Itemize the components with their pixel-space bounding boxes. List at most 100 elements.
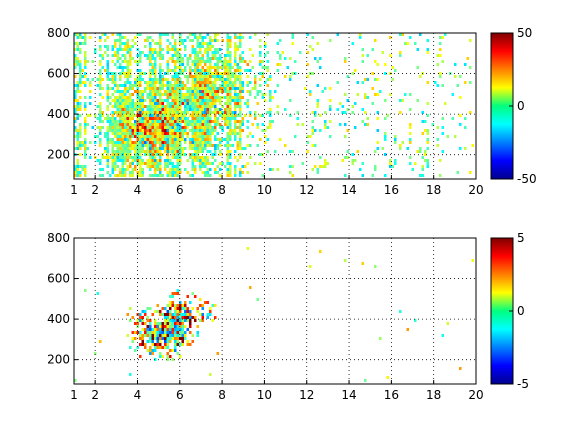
top-heatmap-cell — [241, 171, 244, 174]
bot-heatmap-cell — [134, 331, 137, 334]
top-heatmap-cell — [439, 72, 442, 75]
bot-heatmap-cell — [181, 322, 184, 325]
top-heatmap-cell — [196, 60, 199, 63]
top-heatmap-cell — [319, 156, 322, 159]
top-heatmap-cell — [179, 87, 182, 90]
top-heatmap-cell — [234, 132, 237, 135]
top-heatmap-cell — [121, 138, 124, 141]
top-heatmap-cell — [139, 96, 142, 99]
top-heatmap-cell — [259, 72, 262, 75]
bot-heatmap-cell — [134, 322, 137, 325]
top-heatmap-cell — [206, 111, 209, 114]
top-heatmap-cell — [221, 84, 224, 87]
top-heatmap-cell — [166, 63, 169, 66]
top-heatmap-cell — [179, 69, 182, 72]
top-heatmap-cell — [376, 141, 379, 144]
top-heatmap-cell — [426, 114, 429, 117]
top-heatmap-cell — [239, 120, 242, 123]
top-heatmap-cell — [74, 99, 77, 102]
top-heatmap-cell — [144, 111, 147, 114]
top-heatmap-cell — [161, 120, 164, 123]
top-heatmap-cell — [151, 129, 154, 132]
top-heatmap-cell — [171, 156, 174, 159]
top-heatmap-cell — [216, 75, 219, 78]
top-heatmap-cell — [296, 123, 299, 126]
top-heatmap-cell — [106, 117, 109, 120]
top-heatmap-cell — [141, 78, 144, 81]
bot-heatmap-cell — [159, 346, 162, 349]
top-heatmap-cell — [241, 129, 244, 132]
top-heatmap-cell — [269, 96, 272, 99]
top-heatmap-cell — [154, 66, 157, 69]
bot-heatmap-cell — [181, 331, 184, 334]
top-heatmap-cell — [159, 144, 162, 147]
top-heatmap-cell — [376, 93, 379, 96]
top-heatmap-cell — [131, 147, 134, 150]
top-heatmap-cell — [226, 78, 229, 81]
top-heatmap-cell — [84, 132, 87, 135]
top-heatmap-cell — [124, 135, 127, 138]
top-heatmap-cell — [214, 78, 217, 81]
top-heatmap-cell — [141, 114, 144, 117]
bot-heatmap-cell — [176, 328, 179, 331]
top-heatmap-cell — [151, 66, 154, 69]
top-heatmap-cell — [201, 159, 204, 162]
top-heatmap-cell — [229, 165, 232, 168]
top-heatmap-cell — [124, 90, 127, 93]
top-heatmap-cell — [156, 93, 159, 96]
top-heatmap-cell — [209, 60, 212, 63]
top-heatmap-cell — [324, 87, 327, 90]
top-heatmap-cell — [149, 102, 152, 105]
top-heatmap-cell — [236, 144, 239, 147]
bot-heatmap-cell — [184, 319, 187, 322]
top-heatmap-cell — [179, 78, 182, 81]
top-heatmap-cell — [149, 45, 152, 48]
top-heatmap-cell — [199, 114, 202, 117]
top-heatmap-cell — [79, 96, 82, 99]
top-heatmap-cell — [191, 159, 194, 162]
top-heatmap-cell — [149, 84, 152, 87]
bot-heatmap-cell — [131, 337, 134, 340]
bot-heatmap-cell — [179, 316, 182, 319]
top-heatmap-cell — [196, 147, 199, 150]
top-heatmap-cell — [236, 147, 239, 150]
top-heatmap-cell — [169, 111, 172, 114]
top-heatmap-cell — [239, 33, 242, 36]
top-heatmap-cell — [189, 69, 192, 72]
top-heatmap-cell — [436, 144, 439, 147]
top-heatmap-cell — [269, 120, 272, 123]
top-heatmap-cell — [194, 108, 197, 111]
top-heatmap-cell — [134, 90, 137, 93]
top-heatmap-cell — [266, 150, 269, 153]
top-heatmap-cell — [289, 99, 292, 102]
bot-heatmap-cell — [184, 316, 187, 319]
top-heatmap-cell — [239, 36, 242, 39]
top-heatmap-cell — [84, 96, 87, 99]
top-heatmap-cell — [201, 66, 204, 69]
top-heatmap-cell — [241, 36, 244, 39]
top-heatmap-cell — [121, 42, 124, 45]
top-heatmap-cell — [426, 147, 429, 150]
bot-heatmap-cell — [154, 319, 157, 322]
top-heatmap-cell — [204, 108, 207, 111]
top-heatmap-cell — [131, 57, 134, 60]
top-heatmap-cell — [189, 144, 192, 147]
top-heatmap-cell — [344, 60, 347, 63]
top-heatmap-cell — [99, 159, 102, 162]
top-heatmap-cell — [149, 168, 152, 171]
top-heatmap-cell — [239, 108, 242, 111]
top-heatmap-cell — [159, 129, 162, 132]
top-heatmap-cell — [234, 36, 237, 39]
top-heatmap-cell — [111, 117, 114, 120]
top-heatmap-cell — [106, 69, 109, 72]
top-heatmap-cell — [264, 99, 267, 102]
top-heatmap-cell — [436, 138, 439, 141]
top-heatmap-cell — [141, 51, 144, 54]
top-heatmap-cell — [111, 87, 114, 90]
top-heatmap-cell — [206, 45, 209, 48]
top-heatmap-cell — [116, 54, 119, 57]
top-heatmap-cell — [119, 39, 122, 42]
top-heatmap-cell — [156, 105, 159, 108]
bot-heatmap-cell — [149, 352, 152, 355]
